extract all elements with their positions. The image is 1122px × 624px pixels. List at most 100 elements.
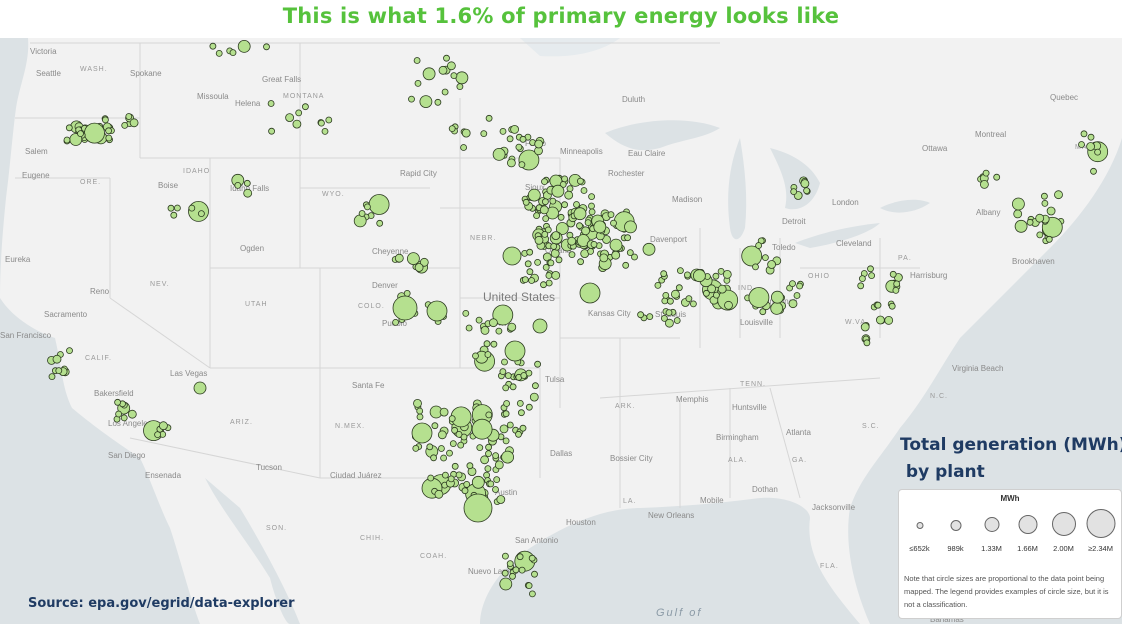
plant-marker[interactable] xyxy=(599,253,609,263)
plant-marker[interactable] xyxy=(414,263,424,272)
plant-marker[interactable] xyxy=(463,493,493,523)
plant-marker[interactable] xyxy=(503,400,511,407)
plant-marker[interactable] xyxy=(263,43,270,51)
plant-marker[interactable] xyxy=(451,462,459,470)
plant-marker[interactable] xyxy=(502,246,522,266)
plant-marker[interactable] xyxy=(438,65,448,75)
plant-marker[interactable] xyxy=(268,127,276,135)
plant-marker[interactable] xyxy=(642,242,656,256)
plant-marker[interactable] xyxy=(426,443,434,451)
plant-marker[interactable] xyxy=(593,220,607,234)
plant-marker[interactable] xyxy=(461,487,469,495)
plant-marker[interactable] xyxy=(492,486,499,493)
plant-marker[interactable] xyxy=(461,128,471,138)
plant-marker[interactable] xyxy=(755,242,762,249)
plant-marker[interactable] xyxy=(120,414,128,422)
plant-marker[interactable] xyxy=(105,127,112,135)
plant-marker[interactable] xyxy=(472,352,479,360)
plant-marker[interactable] xyxy=(607,211,615,219)
plant-marker[interactable] xyxy=(677,267,684,275)
plant-marker[interactable] xyxy=(576,234,590,247)
plant-marker[interactable] xyxy=(1013,209,1023,219)
plant-marker[interactable] xyxy=(533,212,540,220)
plant-marker[interactable] xyxy=(800,179,810,189)
plant-marker[interactable] xyxy=(713,291,720,299)
plant-marker[interactable] xyxy=(675,284,683,292)
plant-marker[interactable] xyxy=(484,351,492,358)
plant-marker[interactable] xyxy=(455,471,463,479)
plant-marker[interactable] xyxy=(555,256,563,264)
plant-marker[interactable] xyxy=(447,475,455,483)
plant-marker[interactable] xyxy=(526,248,534,256)
plant-marker[interactable] xyxy=(752,263,759,271)
plant-marker[interactable] xyxy=(665,309,673,317)
plant-marker[interactable] xyxy=(317,119,325,127)
plant-marker[interactable] xyxy=(722,269,732,279)
plant-marker[interactable] xyxy=(859,275,866,283)
plant-marker[interactable] xyxy=(170,211,178,219)
plant-marker[interactable] xyxy=(243,179,251,187)
plant-marker[interactable] xyxy=(790,188,798,196)
plant-marker[interactable] xyxy=(690,300,697,308)
plant-marker[interactable] xyxy=(588,193,595,201)
plant-marker[interactable] xyxy=(448,125,456,132)
plant-marker[interactable] xyxy=(430,454,438,462)
plant-marker[interactable] xyxy=(532,318,548,334)
plant-marker[interactable] xyxy=(610,219,617,227)
plant-marker[interactable] xyxy=(982,169,990,177)
plant-marker[interactable] xyxy=(993,173,1001,181)
plant-marker[interactable] xyxy=(431,422,439,430)
plant-marker[interactable] xyxy=(707,284,716,294)
plant-marker[interactable] xyxy=(368,194,390,215)
plant-marker[interactable] xyxy=(487,480,495,488)
plant-marker[interactable] xyxy=(1041,192,1048,200)
plant-marker[interactable] xyxy=(519,424,527,432)
plant-marker[interactable] xyxy=(516,399,524,407)
plant-marker[interactable] xyxy=(499,128,507,135)
plant-marker[interactable] xyxy=(566,185,574,193)
plant-marker[interactable] xyxy=(504,340,526,362)
plant-marker[interactable] xyxy=(532,382,539,390)
plant-marker[interactable] xyxy=(588,208,596,216)
plant-marker[interactable] xyxy=(528,277,535,284)
plant-marker[interactable] xyxy=(1078,141,1085,148)
plant-marker[interactable] xyxy=(654,281,662,289)
plant-marker[interactable] xyxy=(545,272,553,279)
plant-marker[interactable] xyxy=(550,248,560,258)
plant-marker[interactable] xyxy=(408,95,415,103)
plant-marker[interactable] xyxy=(394,253,404,263)
plant-marker[interactable] xyxy=(443,54,450,62)
plant-marker[interactable] xyxy=(506,135,514,143)
plant-marker[interactable] xyxy=(522,198,530,206)
plant-marker[interactable] xyxy=(496,495,506,504)
plant-marker[interactable] xyxy=(441,88,449,96)
plant-marker[interactable] xyxy=(1080,130,1088,138)
plant-marker[interactable] xyxy=(188,204,196,212)
plant-marker[interactable] xyxy=(1045,235,1053,243)
plant-marker[interactable] xyxy=(105,134,113,142)
plant-marker[interactable] xyxy=(439,407,449,417)
plant-marker[interactable] xyxy=(573,207,587,221)
plant-marker[interactable] xyxy=(243,188,253,198)
plant-marker[interactable] xyxy=(267,100,275,107)
plant-marker[interactable] xyxy=(860,322,870,332)
plant-marker[interactable] xyxy=(501,552,509,560)
plant-marker[interactable] xyxy=(167,204,175,212)
plant-marker[interactable] xyxy=(717,284,727,294)
plant-marker[interactable] xyxy=(796,282,803,290)
plant-marker[interactable] xyxy=(494,460,504,470)
plant-marker[interactable] xyxy=(525,403,533,411)
plant-marker[interactable] xyxy=(63,136,71,144)
plant-marker[interactable] xyxy=(507,322,517,332)
plant-marker[interactable] xyxy=(550,242,558,250)
plant-marker[interactable] xyxy=(485,114,493,122)
plant-marker[interactable] xyxy=(501,569,509,577)
plant-marker[interactable] xyxy=(555,222,569,235)
plant-marker[interactable] xyxy=(665,318,674,328)
plant-marker[interactable] xyxy=(413,398,422,408)
plant-marker[interactable] xyxy=(788,299,798,309)
plant-marker[interactable] xyxy=(534,139,544,149)
plant-marker[interactable] xyxy=(457,441,465,449)
plant-marker[interactable] xyxy=(889,270,897,278)
plant-marker[interactable] xyxy=(484,465,492,473)
